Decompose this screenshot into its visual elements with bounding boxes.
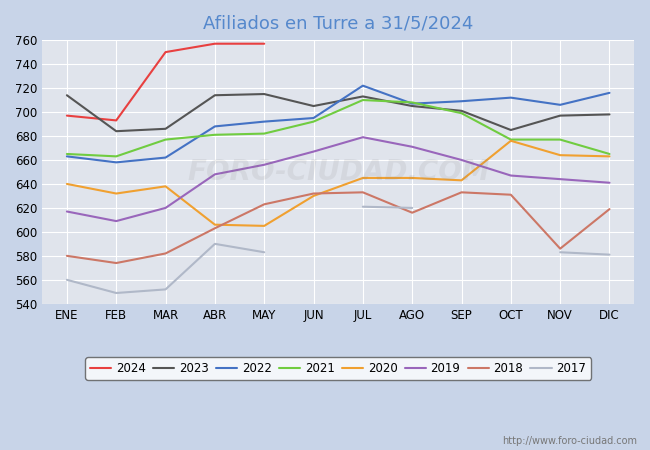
Line: 2021: 2021: [67, 100, 610, 156]
2021: [359, 97, 367, 103]
Line: 2024: 2024: [67, 44, 264, 121]
2018: [507, 192, 515, 198]
2019: [162, 205, 170, 211]
2021: [556, 137, 564, 142]
2018: [556, 246, 564, 252]
2023: [211, 93, 219, 98]
2021: [63, 151, 71, 157]
2019: [458, 157, 465, 162]
Line: 2019: 2019: [67, 137, 610, 221]
2020: [309, 193, 317, 198]
2018: [112, 261, 120, 266]
2022: [458, 99, 465, 104]
2022: [359, 83, 367, 88]
2023: [359, 94, 367, 99]
2017: [260, 250, 268, 255]
2019: [211, 171, 219, 177]
Line: 2020: 2020: [67, 141, 610, 226]
2017: [63, 277, 71, 283]
Line: 2023: 2023: [67, 94, 610, 131]
2022: [63, 153, 71, 159]
2018: [162, 251, 170, 256]
Text: http://www.foro-ciudad.com: http://www.foro-ciudad.com: [502, 436, 637, 446]
2023: [112, 129, 120, 134]
2023: [260, 91, 268, 97]
2017: [556, 250, 564, 255]
2018: [458, 189, 465, 195]
2020: [63, 181, 71, 187]
2019: [606, 180, 614, 185]
2020: [606, 153, 614, 159]
2022: [260, 119, 268, 124]
2019: [556, 176, 564, 182]
2018: [63, 253, 71, 259]
2023: [408, 104, 416, 109]
2019: [359, 135, 367, 140]
2022: [309, 115, 317, 121]
2021: [211, 132, 219, 138]
Legend: 2024, 2023, 2022, 2021, 2020, 2019, 2018, 2017: 2024, 2023, 2022, 2021, 2020, 2019, 2018…: [86, 357, 591, 380]
2020: [556, 153, 564, 158]
2023: [309, 104, 317, 109]
2020: [507, 138, 515, 144]
2018: [606, 207, 614, 212]
2021: [507, 137, 515, 142]
2017: [359, 204, 367, 209]
2019: [309, 149, 317, 154]
2018: [359, 189, 367, 195]
2020: [359, 175, 367, 180]
2024: [162, 50, 170, 55]
2018: [211, 225, 219, 231]
Line: 2017: 2017: [67, 207, 610, 293]
2019: [507, 173, 515, 178]
2019: [112, 218, 120, 224]
2021: [162, 137, 170, 142]
2017: [408, 205, 416, 211]
2021: [606, 151, 614, 157]
2021: [408, 100, 416, 105]
2017: [162, 287, 170, 292]
2018: [260, 202, 268, 207]
2017: [112, 290, 120, 296]
2024: [112, 118, 120, 123]
2020: [458, 178, 465, 183]
2019: [408, 144, 416, 149]
2023: [507, 127, 515, 133]
2022: [162, 155, 170, 160]
2019: [63, 209, 71, 214]
2021: [458, 111, 465, 116]
2021: [309, 119, 317, 124]
2023: [63, 93, 71, 98]
Line: 2018: 2018: [67, 192, 610, 263]
2019: [260, 162, 268, 167]
2021: [260, 131, 268, 136]
2017: [211, 241, 219, 247]
2022: [408, 101, 416, 106]
2020: [260, 223, 268, 229]
2024: [260, 41, 268, 46]
2020: [162, 184, 170, 189]
2017: [606, 252, 614, 257]
2020: [408, 175, 416, 180]
2023: [556, 113, 564, 118]
2021: [112, 153, 120, 159]
Line: 2022: 2022: [67, 86, 610, 162]
2018: [309, 191, 317, 196]
2022: [556, 102, 564, 108]
2022: [606, 90, 614, 95]
Title: Afiliados en Turre a 31/5/2024: Afiliados en Turre a 31/5/2024: [203, 15, 473, 33]
2022: [211, 124, 219, 129]
2022: [507, 95, 515, 100]
2024: [63, 113, 71, 118]
Text: FORO-CIUDAD.COM: FORO-CIUDAD.COM: [187, 158, 489, 186]
2023: [458, 108, 465, 113]
2023: [606, 112, 614, 117]
2020: [112, 191, 120, 196]
2022: [112, 160, 120, 165]
2024: [211, 41, 219, 46]
2020: [211, 222, 219, 227]
2018: [408, 210, 416, 216]
2023: [162, 126, 170, 131]
